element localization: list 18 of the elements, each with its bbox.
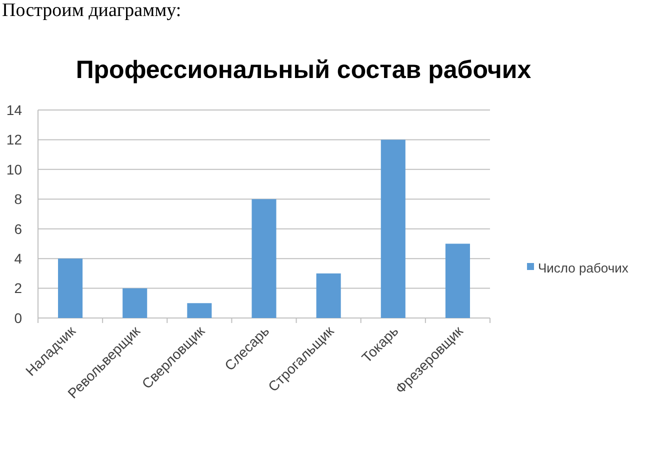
y-tick-label: 12	[6, 132, 22, 148]
chart-title: Профессиональный состав рабочих	[76, 56, 532, 84]
bar	[122, 288, 148, 318]
bar	[187, 303, 212, 318]
y-tick-label: 14	[6, 102, 22, 118]
bar	[58, 258, 83, 318]
bar	[445, 244, 470, 318]
y-tick-label: 0	[14, 310, 22, 326]
y-tick-label: 10	[6, 161, 22, 178]
y-tick-label: 2	[14, 280, 22, 296]
text: Построим диаграмму:	[2, 0, 182, 21]
y-tick-label: 4	[14, 250, 22, 266]
y-tick-label: 8	[14, 191, 22, 208]
bar	[252, 199, 276, 318]
bar	[316, 273, 341, 318]
legend-label: Число рабочих	[538, 260, 629, 276]
y-tick-label: 6	[14, 220, 22, 237]
bar	[380, 140, 406, 318]
